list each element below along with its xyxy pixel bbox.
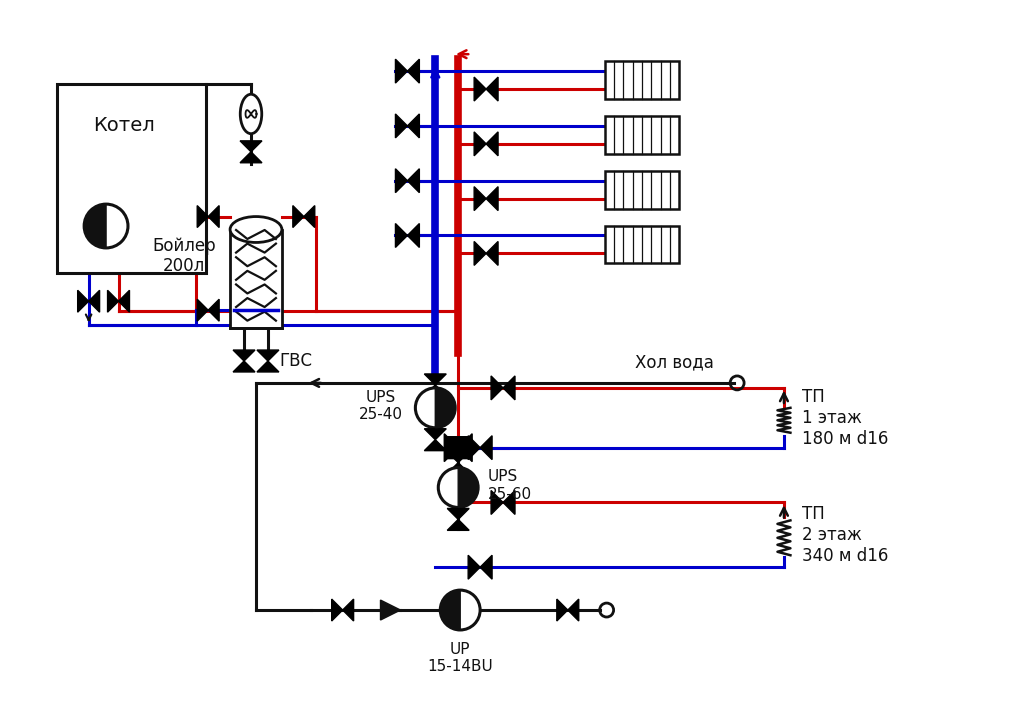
Polygon shape: [233, 361, 255, 372]
Text: Бойлер
200л: Бойлер 200л: [153, 236, 216, 275]
Text: Хол вода: Хол вода: [635, 353, 714, 371]
Polygon shape: [480, 436, 493, 460]
Text: UPS
25-40: UPS 25-40: [358, 390, 402, 422]
Polygon shape: [486, 241, 498, 265]
Polygon shape: [208, 205, 219, 228]
Polygon shape: [233, 350, 255, 361]
Polygon shape: [108, 290, 119, 312]
Polygon shape: [78, 290, 89, 312]
Polygon shape: [474, 132, 486, 155]
Text: UP
15-14BU: UP 15-14BU: [427, 642, 494, 675]
Ellipse shape: [230, 217, 282, 242]
Polygon shape: [440, 590, 460, 630]
Ellipse shape: [241, 94, 262, 134]
Text: UPS
25-60: UPS 25-60: [488, 469, 532, 502]
Polygon shape: [381, 600, 400, 620]
Text: ТП
2 этаж
340 м d16: ТП 2 этаж 340 м d16: [802, 505, 888, 565]
Text: ТП
1 этаж
180 м d16: ТП 1 этаж 180 м d16: [802, 388, 888, 448]
Polygon shape: [486, 187, 498, 210]
Polygon shape: [458, 468, 478, 508]
Polygon shape: [395, 223, 408, 247]
Polygon shape: [486, 77, 498, 101]
Polygon shape: [424, 385, 446, 396]
Polygon shape: [198, 299, 208, 321]
Polygon shape: [492, 490, 503, 514]
Bar: [230, 229, 282, 328]
Polygon shape: [304, 205, 314, 228]
Bar: [604, 61, 679, 99]
Polygon shape: [503, 490, 515, 514]
Polygon shape: [395, 168, 408, 192]
Polygon shape: [408, 59, 420, 83]
Polygon shape: [567, 599, 579, 621]
Polygon shape: [424, 374, 446, 385]
Polygon shape: [198, 205, 208, 228]
Polygon shape: [332, 599, 343, 621]
Polygon shape: [468, 436, 480, 460]
Bar: [604, 116, 679, 154]
Polygon shape: [458, 434, 472, 461]
Polygon shape: [240, 152, 262, 163]
Polygon shape: [447, 452, 469, 463]
Polygon shape: [293, 205, 304, 228]
Polygon shape: [395, 59, 408, 83]
Polygon shape: [474, 77, 486, 101]
Polygon shape: [257, 361, 279, 372]
Polygon shape: [503, 376, 515, 400]
Text: ГВС: ГВС: [279, 352, 312, 370]
Polygon shape: [408, 223, 420, 247]
Polygon shape: [208, 299, 219, 321]
Polygon shape: [343, 599, 353, 621]
Polygon shape: [447, 508, 469, 519]
Circle shape: [438, 468, 478, 508]
Polygon shape: [408, 168, 420, 192]
Polygon shape: [474, 187, 486, 210]
Circle shape: [416, 388, 456, 428]
Polygon shape: [492, 376, 503, 400]
Polygon shape: [84, 204, 106, 248]
Polygon shape: [89, 290, 99, 312]
Polygon shape: [444, 434, 458, 461]
Polygon shape: [240, 141, 262, 152]
Polygon shape: [447, 463, 469, 474]
Polygon shape: [474, 241, 486, 265]
Polygon shape: [424, 429, 446, 440]
Text: Котел: Котел: [93, 116, 155, 135]
Polygon shape: [447, 437, 469, 448]
Bar: [56, 84, 206, 273]
Polygon shape: [257, 350, 279, 361]
Polygon shape: [486, 132, 498, 155]
Polygon shape: [468, 555, 480, 579]
Bar: [604, 226, 679, 263]
Polygon shape: [395, 114, 408, 138]
Polygon shape: [557, 599, 567, 621]
Polygon shape: [435, 388, 456, 428]
Circle shape: [440, 590, 480, 630]
Polygon shape: [408, 114, 420, 138]
Polygon shape: [424, 440, 446, 450]
Polygon shape: [447, 519, 469, 531]
Polygon shape: [480, 555, 493, 579]
Polygon shape: [447, 448, 469, 458]
Polygon shape: [119, 290, 129, 312]
Circle shape: [84, 204, 128, 248]
Bar: [604, 171, 679, 209]
